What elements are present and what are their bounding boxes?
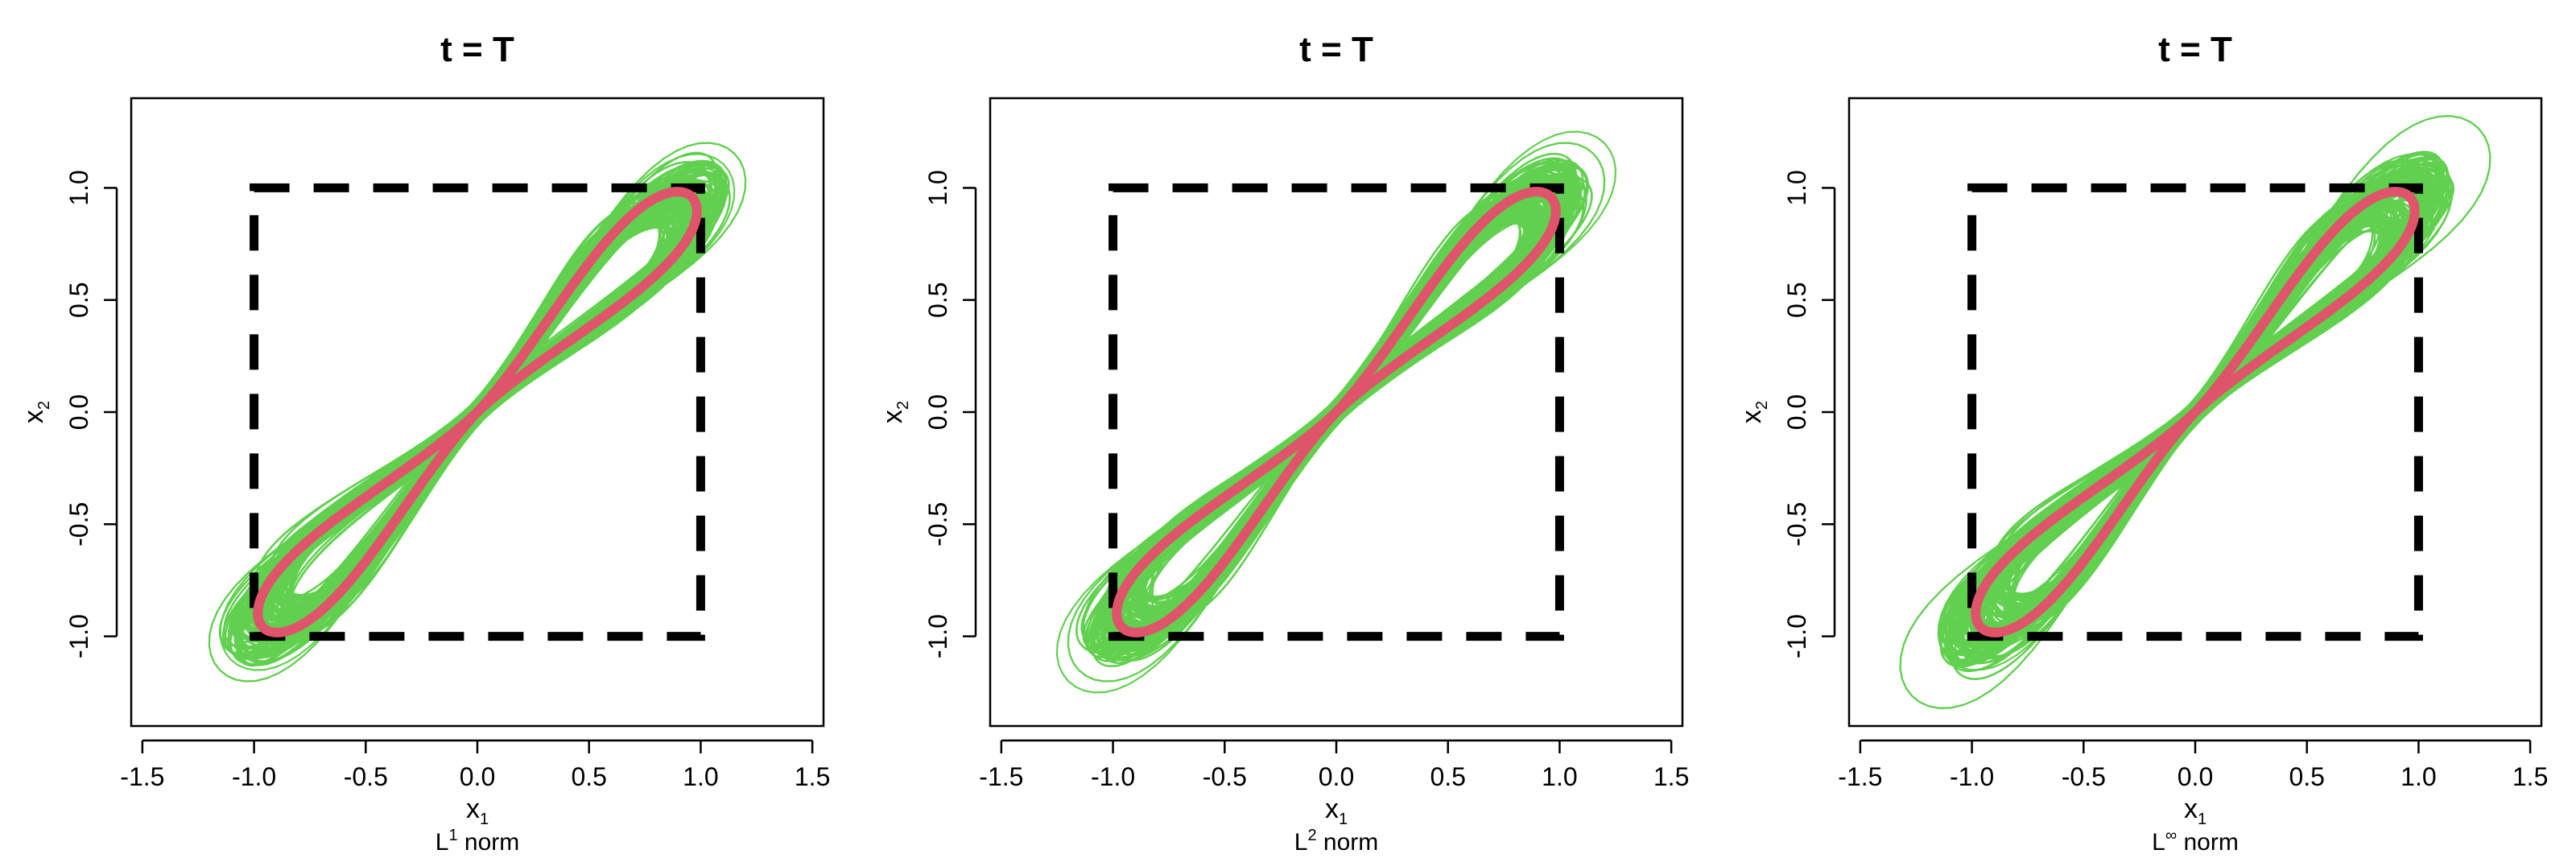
constraint-box	[1967, 183, 2423, 641]
constraint-box	[1108, 183, 1564, 641]
plot-area	[1055, 130, 1617, 694]
y-tick-label: 0.5	[64, 282, 93, 317]
x-tick-label: 0.5	[2289, 762, 2324, 791]
y-tick-label: 0.5	[1782, 282, 1811, 317]
sample-trajectory	[1998, 207, 2382, 606]
y-tick-label: -1.0	[64, 614, 93, 658]
x-tick-label: -1.0	[1950, 762, 1994, 791]
x-tick-label: 0.0	[460, 762, 495, 791]
x-tick-label: -0.5	[344, 762, 388, 791]
sample-trajectory	[1964, 190, 2419, 627]
y-tick-label: 0.0	[64, 394, 93, 430]
y-tick-label: -1.0	[923, 614, 952, 658]
y-tick-label: -1.0	[1782, 614, 1811, 658]
outlier-trajectory	[1937, 153, 2454, 671]
reference-curve	[1112, 187, 1561, 637]
plot-frame	[989, 97, 1684, 728]
x-tick-label: 1.5	[2512, 762, 2548, 791]
sample-trajectory	[268, 206, 698, 630]
sample-trajectory	[1118, 201, 1548, 616]
sample-trajectory	[1109, 178, 1553, 636]
y-tick-label: 1.0	[923, 170, 952, 205]
y-tick-label: -0.5	[1782, 502, 1811, 547]
norm-label: L1 norm	[436, 827, 520, 856]
norm-label: L∞ norm	[2152, 827, 2239, 856]
y-axis: -1.0 -0.5 0.0 0.5 1.0	[1782, 170, 1836, 658]
x-tick-label: 0.5	[1430, 762, 1465, 791]
x-tick-label: -1.0	[232, 762, 276, 791]
x-axis-label: x1	[1325, 794, 1348, 828]
chart-panel-1: -1.5 -1.0 -0.5 0.0 0.5 1.0 1.5 -1.0 -0.5 0.0 0.5 1.…	[19, 30, 830, 856]
x-tick-label: 0.0	[1319, 762, 1354, 791]
x-tick-label: -0.5	[1203, 762, 1247, 791]
y-tick-label: -0.5	[923, 502, 952, 547]
y-axis: -1.0 -0.5 0.0 0.5 1.0	[64, 170, 118, 658]
sample-trajectory	[270, 202, 693, 630]
sample-trajectory	[1980, 198, 2422, 638]
y-tick-label: 0.0	[1782, 394, 1811, 430]
x-tick-label: 1.0	[2401, 762, 2436, 791]
chart-title: t = T	[440, 30, 514, 69]
reference-curve	[1971, 187, 2420, 637]
y-axis-label: x2	[1736, 401, 1771, 423]
x-tick-label: -0.5	[2062, 762, 2106, 791]
outlier-trajectory	[219, 153, 736, 671]
x-tick-label: -1.5	[979, 762, 1023, 791]
x-tick-label: 0.5	[571, 762, 606, 791]
x-axis: -1.5 -1.0 -0.5 0.0 0.5 1.0 1.5	[120, 739, 830, 791]
chart-panel-2: -1.5 -1.0 -0.5 0.0 0.5 1.0 1.5 -1.0 -0.5 0.0 0.5 1.…	[877, 30, 1689, 856]
y-tick-label: 0.0	[923, 394, 952, 430]
plot-area	[1899, 114, 2491, 710]
x-tick-label: 1.0	[1542, 762, 1577, 791]
x-tick-label: 0.0	[2178, 762, 2213, 791]
y-tick-label: 0.5	[923, 282, 952, 317]
sample-trajectory	[1121, 193, 1559, 639]
x-tick-label: 1.5	[795, 762, 830, 791]
constraint-box	[250, 183, 705, 641]
x-axis-label: x1	[466, 794, 489, 828]
x-axis: -1.5 -1.0 -0.5 0.0 0.5 1.0 1.5	[1838, 739, 2548, 791]
y-axis: -1.0 -0.5 0.0 0.5 1.0	[923, 170, 977, 658]
x-tick-label: -1.5	[1838, 762, 1882, 791]
chart-title: t = T	[2158, 30, 2232, 69]
y-axis-label: x2	[877, 401, 912, 423]
sample-trajectory	[1975, 190, 2423, 642]
y-tick-label: 1.0	[64, 170, 93, 205]
chart-title: t = T	[1299, 30, 1373, 69]
plot-area	[208, 142, 747, 683]
y-axis-label: x2	[19, 401, 53, 423]
outlier-trajectory	[264, 198, 691, 626]
sample-trajectory	[265, 196, 681, 621]
y-tick-label: 1.0	[1782, 170, 1811, 205]
chart-panel-3: -1.5 -1.0 -0.5 0.0 0.5 1.0 1.5 -1.0 -0.5 0.0 0.5 1.…	[1736, 30, 2548, 856]
norm-label: L2 norm	[1294, 827, 1379, 856]
x-tick-label: -1.5	[120, 762, 164, 791]
x-tick-label: -1.0	[1091, 762, 1135, 791]
x-tick-label: 1.0	[683, 762, 718, 791]
plot-frame	[1847, 97, 2543, 728]
plot-frame	[130, 97, 825, 728]
reference-curve	[253, 187, 702, 637]
x-axis-label: x1	[2184, 794, 2207, 828]
x-tick-label: 1.5	[1653, 762, 1689, 791]
x-axis: -1.5 -1.0 -0.5 0.0 0.5 1.0 1.5	[979, 739, 1689, 791]
y-tick-label: -0.5	[64, 502, 93, 547]
